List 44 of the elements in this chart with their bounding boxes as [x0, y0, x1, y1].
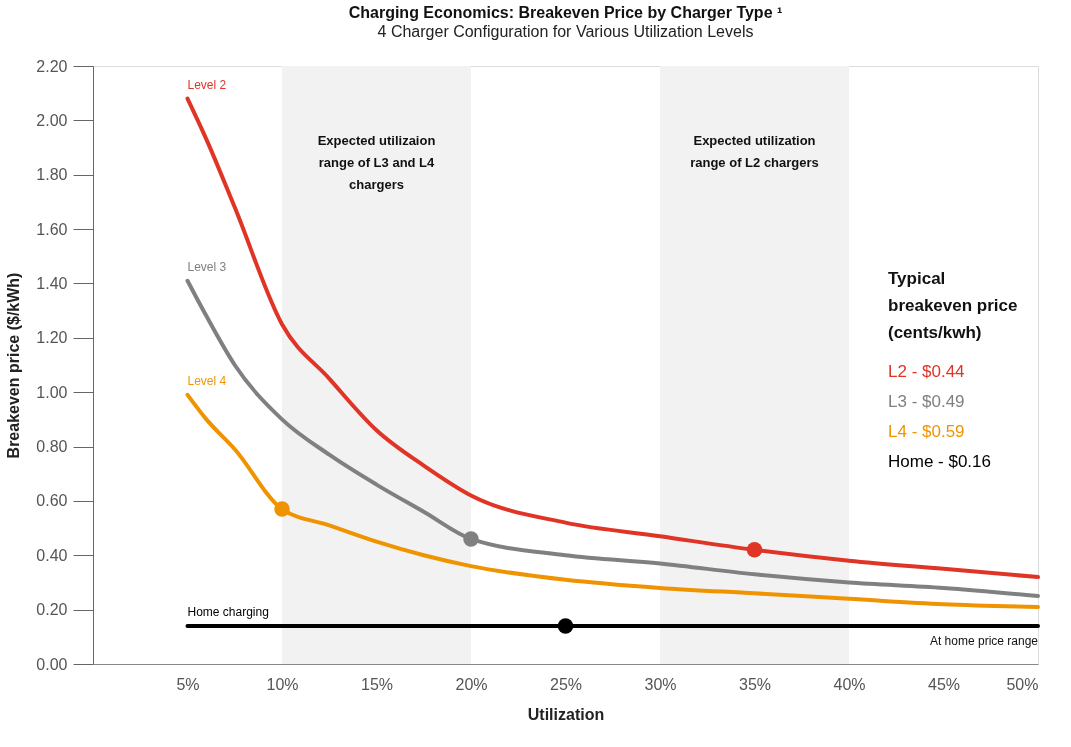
line-series: [185, 392, 1040, 609]
legend-title: Typical breakeven price (cents/kwh): [888, 269, 1018, 342]
band-label: Expected utilization range of L2 chargers: [690, 133, 819, 170]
y-tick-label: 1.20: [36, 329, 68, 347]
series-label: Level 2: [187, 77, 227, 92]
y-tick-label: 0.00: [36, 655, 68, 673]
point: [274, 501, 290, 517]
annotation: L4 - $0.59: [888, 422, 965, 441]
annotation: At home price range: [929, 633, 1039, 648]
x-axis-title: Utilization: [527, 705, 605, 723]
y-tick-label: 0.20: [36, 601, 68, 619]
series-label: Home charging: [187, 604, 269, 619]
y-axis-title: Breakeven price ($/kWh): [5, 272, 23, 459]
x-tick-label: 40%: [833, 675, 866, 693]
point: [746, 542, 763, 558]
chart-subtitle: 4 Charger Configuration for Various Utilization Levels: [377, 23, 754, 40]
y-tick-label: 1.60: [36, 220, 68, 238]
x-tick-label: 50%: [1006, 675, 1039, 693]
point: [463, 531, 479, 547]
y-tick-label: 1.80: [36, 166, 68, 184]
x-tick-label: 20%: [455, 675, 488, 693]
x-tick-label: 35%: [738, 675, 772, 693]
y-tick-label: 1.40: [36, 274, 68, 292]
annotation: L3 - $0.49: [888, 392, 965, 411]
x-tick-label: 5%: [176, 675, 200, 693]
series-label: Level 4: [187, 373, 227, 388]
y-tick-label: 2.20: [36, 57, 68, 75]
band-label: Expected utilizaion range of L3 and L4 chargers: [317, 133, 436, 192]
x-tick-label: 15%: [360, 675, 394, 693]
x-tick-label: 45%: [927, 675, 961, 693]
line-series: [185, 96, 1040, 580]
x-tick-label: 10%: [266, 675, 299, 693]
x-tick-label: 30%: [644, 675, 677, 693]
x-tick-label: 25%: [549, 675, 583, 693]
annotation: Home - $0.16: [888, 452, 991, 471]
point: [557, 618, 574, 634]
y-tick-label: 1.00: [36, 383, 68, 401]
annotation: L2 - $0.44: [888, 362, 965, 381]
y-tick-label: 2.00: [36, 111, 68, 129]
series-label: Level 3: [187, 259, 227, 274]
y-tick-label: 0.80: [36, 438, 68, 456]
y-tick-label: 0.40: [36, 546, 68, 564]
chart-title: Charging Economics: Breakeven Price by Charger Type ¹: [348, 4, 783, 21]
y-tick-label: 0.60: [36, 492, 68, 510]
